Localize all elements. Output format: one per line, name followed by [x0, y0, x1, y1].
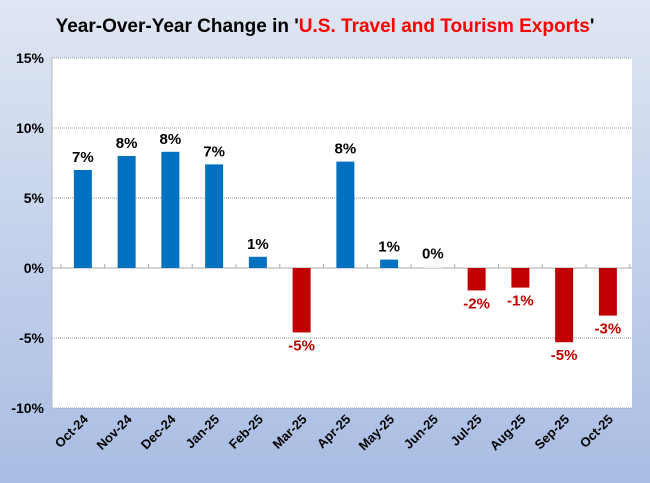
data-label: -5% [551, 347, 578, 364]
data-label: 8% [335, 141, 357, 158]
y-tick-label: 5% [24, 190, 45, 206]
data-label: 7% [203, 143, 225, 160]
bar [336, 161, 355, 268]
data-label: 8% [116, 135, 138, 152]
data-label: -5% [288, 337, 315, 354]
x-tick-label: Aug-25 [487, 412, 529, 454]
x-tick-label: Oct-25 [577, 412, 616, 451]
title-highlight: U.S. Travel and Tourism Exports [299, 16, 590, 37]
bar [598, 268, 617, 316]
data-label: -3% [595, 321, 622, 338]
title-prefix: Year-Over-Year Change in ' [56, 16, 299, 37]
x-tick-label: Apr-25 [314, 412, 354, 452]
bar [511, 268, 530, 288]
bar [423, 266, 442, 268]
title-suffix: ' [590, 16, 595, 37]
chart-title: Year-Over-Year Change in 'U.S. Travel an… [56, 16, 595, 37]
bar [467, 268, 486, 291]
bar [380, 259, 399, 268]
y-tick-label: -5% [19, 330, 44, 346]
data-label: 8% [160, 131, 182, 148]
bar [555, 268, 574, 343]
data-label: 1% [247, 236, 269, 253]
data-label: 1% [378, 239, 400, 256]
data-label: -2% [463, 295, 490, 312]
y-tick-label: 15% [16, 50, 45, 66]
bar [292, 268, 311, 333]
bar [205, 164, 224, 268]
bar [161, 151, 180, 268]
data-label: 7% [72, 149, 94, 166]
x-tick-label: Oct-24 [52, 411, 92, 451]
x-tick-label: Nov-24 [93, 411, 135, 453]
x-tick-label: May-25 [355, 412, 397, 454]
data-label: 0% [422, 246, 444, 263]
y-tick-label: -10% [11, 400, 44, 416]
x-tick-label: Mar-25 [269, 412, 309, 452]
x-tick-label: Jan-25 [183, 412, 223, 452]
bar [248, 256, 267, 268]
y-tick-label: 10% [16, 120, 45, 136]
bar [73, 170, 92, 268]
x-tick-label: Jul-25 [448, 412, 485, 449]
data-label: -1% [507, 293, 534, 310]
x-tick-label: Dec-24 [138, 411, 179, 452]
x-tick-label: Jun-25 [401, 412, 441, 452]
x-tick-label: Sep-25 [531, 412, 572, 453]
x-tick-label: Feb-25 [226, 412, 266, 452]
bar [117, 156, 136, 268]
y-tick-label: 0% [24, 260, 45, 276]
